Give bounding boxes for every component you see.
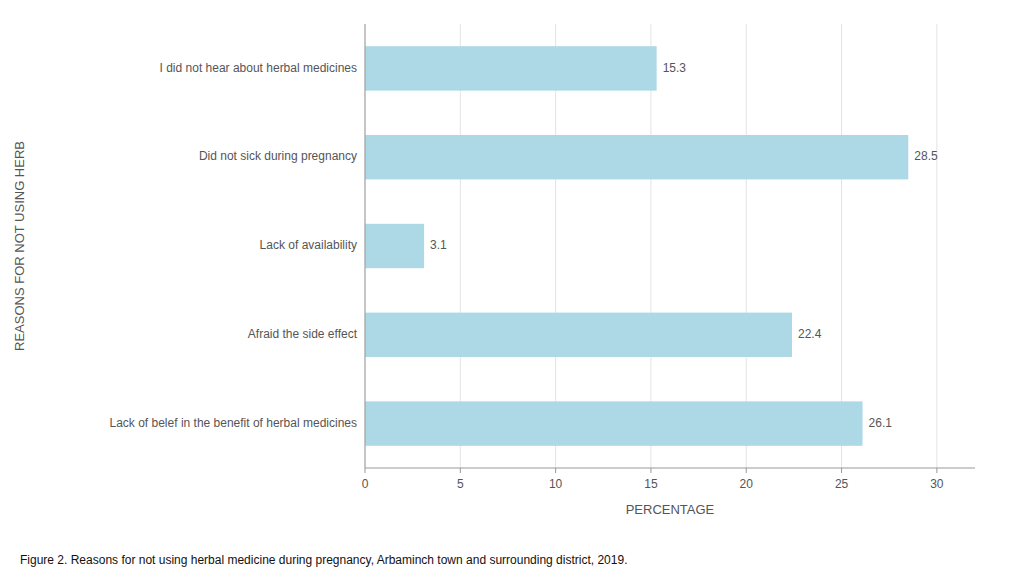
chart-container: 26.1 22.4 3.1 28.5 15.3 0 5 10 15 20 25 30 Lack of b… [0,0,1019,582]
bar [365,313,792,357]
category-label: I did not hear about herbal medicines [160,61,357,75]
category-label: Afraid the side effect [248,327,358,341]
x-tick-label: 10 [549,477,563,491]
x-tick-label: 30 [930,477,944,491]
x-axis-line [365,468,975,469]
data-label: 15.3 [663,61,687,75]
data-label: 26.1 [869,416,893,430]
x-tick [746,468,747,473]
x-tick [650,468,651,473]
category-label: Lack of belef in the benefit of herbal m… [110,416,358,430]
bar [365,46,657,90]
data-labels: 26.1 22.4 3.1 28.5 15.3 [430,61,938,430]
x-tick-label: 25 [835,477,849,491]
x-tick-label: 20 [740,477,754,491]
x-tick-label: 5 [457,477,464,491]
data-label: 3.1 [430,238,447,252]
x-tick [936,468,937,473]
data-label: 22.4 [798,327,822,341]
y-axis-label: REASONS FOR NOT USING HERB [12,141,27,351]
x-tick-label: 15 [644,477,658,491]
category-label: Did not sick during pregnancy [199,149,357,163]
category-label: Lack of availability [260,238,357,252]
y-axis-line [365,24,366,468]
x-ticks: 0 5 10 15 20 25 30 [362,468,944,491]
data-label: 28.5 [914,149,938,163]
bars [365,46,908,446]
x-tick-label: 0 [362,477,369,491]
grid-line [365,24,366,468]
grid [365,24,937,468]
caption: Figure 2. Reasons for not using herbal m… [20,553,627,567]
x-tick [460,468,461,473]
bar [365,224,424,268]
chart-svg: 26.1 22.4 3.1 28.5 15.3 0 5 10 15 20 25 30 Lack of b… [0,0,1019,582]
x-tick [555,468,556,473]
grid-line [936,24,937,468]
bar [365,135,908,179]
bar [365,401,863,445]
x-axis-label: PERCENTAGE [626,502,715,517]
x-tick [365,468,366,473]
x-tick [841,468,842,473]
y-ticks: Lack of belef in the benefit of herbal m… [110,61,358,430]
